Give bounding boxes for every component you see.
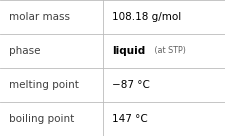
Text: (at STP): (at STP) [151,47,185,55]
Text: liquid: liquid [111,46,144,56]
Text: boiling point: boiling point [9,114,74,124]
Text: 108.18 g/mol: 108.18 g/mol [111,12,180,22]
Text: melting point: melting point [9,80,79,90]
Text: −87 °C: −87 °C [111,80,149,90]
Text: molar mass: molar mass [9,12,70,22]
Text: phase: phase [9,46,40,56]
Text: 147 °C: 147 °C [111,114,147,124]
